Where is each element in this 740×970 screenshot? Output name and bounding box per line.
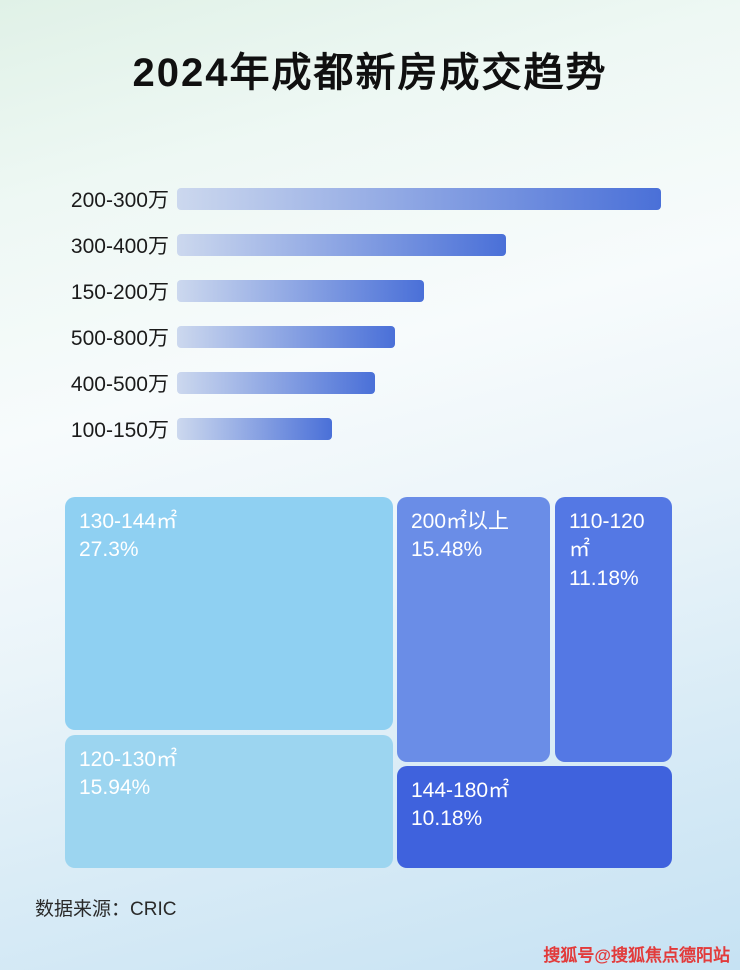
bar [177,188,661,210]
bar [177,234,507,256]
bar-track [177,188,661,210]
treemap-block-value: 15.48% [411,538,483,562]
bar-category-label: 200-300万 [70,189,169,212]
page-title: 2024年成都新房成交趋势 [132,51,608,95]
bar [177,372,376,394]
treemap-block-110-120: 110-120㎡ 11.18% [555,497,672,762]
bar-row: 300-400万 [57,222,661,268]
treemap-block-value: 15.94% [79,776,151,800]
bar-row: 100-150万 [57,406,661,452]
bar-category-label: 300-400万 [70,235,169,258]
bar-track [177,280,661,302]
treemap-block-144-180: 144-180㎡ 10.18% [397,766,672,868]
treemap-block-label: 200㎡以上 [411,510,510,533]
bar-row: 150-200万 [57,268,661,314]
bar-track [177,418,661,440]
bar [177,418,332,440]
bar-category-label: 150-200万 [70,281,169,304]
treemap-block-value: 11.18% [569,566,639,590]
treemap-block-value: 10.18% [411,807,483,831]
bar-track [177,234,661,256]
bar-category-label: 500-800万 [70,327,169,350]
area-size-treemap: 130-144㎡ 27.3% 120-130㎡ 15.94% 200㎡以上 15… [65,497,672,868]
watermark: 搜狐号@搜狐焦点德阳站 [543,946,730,965]
bar-row: 400-500万 [57,360,661,406]
treemap-block-value: 27.3% [79,538,139,562]
bar [177,326,395,348]
treemap-block-label: 130-144㎡ [79,510,178,533]
treemap-block-200-plus: 200㎡以上 15.48% [397,497,550,762]
bar [177,280,424,302]
treemap-block-label: 110-120㎡ [569,510,645,562]
data-source-label: 数据来源：CRIC [35,899,177,920]
price-range-bar-chart: 200-300万 300-400万 150-200万 500-800万 400-… [57,176,661,452]
treemap-block-label: 120-130㎡ [79,748,178,771]
treemap-block-120-130: 120-130㎡ 15.94% [65,735,393,868]
bar-track [177,372,661,394]
bar-row: 200-300万 [57,176,661,222]
treemap-block-label: 144-180㎡ [411,779,510,802]
bar-row: 500-800万 [57,314,661,360]
bar-track [177,326,661,348]
treemap-block-130-144: 130-144㎡ 27.3% [65,497,393,730]
bar-category-label: 100-150万 [70,419,169,442]
bar-category-label: 400-500万 [70,373,169,396]
